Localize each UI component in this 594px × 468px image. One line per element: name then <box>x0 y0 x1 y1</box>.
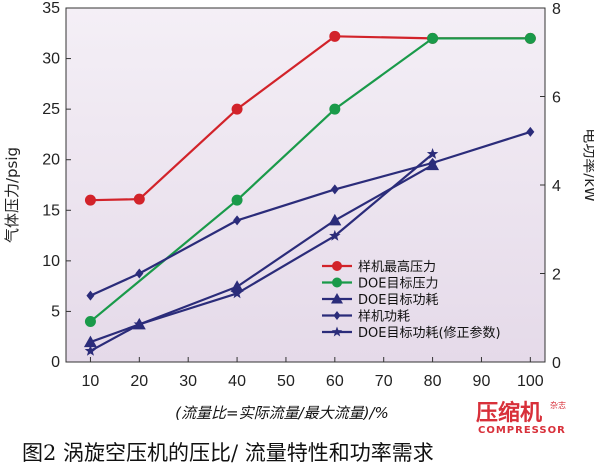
data-point <box>84 316 96 328</box>
legend-item: 样机功耗 <box>322 310 410 325</box>
data-point <box>428 157 437 168</box>
data-point <box>427 32 439 44</box>
data-point <box>230 280 244 292</box>
x-tick-label: 20 <box>130 373 148 390</box>
data-point <box>231 287 243 299</box>
data-point <box>330 184 339 195</box>
data-point <box>524 32 536 44</box>
legend-item: DOE目标功耗(修正参数) <box>322 325 501 341</box>
logo-side-text: 杂志 <box>550 400 566 410</box>
data-point <box>426 148 439 159</box>
data-point <box>86 290 95 301</box>
x-tick-label: 30 <box>179 373 197 390</box>
y-left-tick-label: 20 <box>42 152 60 169</box>
y-left-tick-label: 0 <box>51 354 60 371</box>
y-right-tick-label: 6 <box>552 90 561 107</box>
legend-label: DOE目标功耗 <box>358 293 438 308</box>
legend-item: DOE目标功耗 <box>322 293 438 308</box>
y-axis-right-title: 电功率/kW <box>581 128 594 202</box>
series-4 <box>86 126 535 301</box>
y-left-tick-label: 35 <box>42 0 60 17</box>
legend-label: DOE目标功耗(修正参数) <box>358 325 501 341</box>
y-left-tick-label: 5 <box>51 303 60 320</box>
legend-label: 样机功耗 <box>358 310 410 325</box>
x-axis-title: (流量比=实际流量/最大流量)/% <box>175 404 389 422</box>
y-left-tick-label: 15 <box>42 202 60 219</box>
legend-label: 样机最高压力 <box>358 259 436 275</box>
data-point <box>231 103 243 115</box>
x-tick-label: 40 <box>228 373 246 390</box>
data-point <box>84 344 97 356</box>
series-5 <box>84 148 439 356</box>
y-right-tick-label: 0 <box>552 355 561 372</box>
logo-english-text: COMPRESSOR <box>478 425 566 436</box>
data-point <box>331 293 343 304</box>
x-tick-label: 90 <box>473 373 491 390</box>
y-left-tick-label: 25 <box>42 101 60 118</box>
watermark-logo: 压缩机 杂志 COMPRESSOR <box>476 400 566 436</box>
series-group <box>83 30 536 356</box>
data-point <box>329 30 341 42</box>
x-tick-label: 60 <box>326 373 344 390</box>
data-point <box>233 215 242 226</box>
x-tick-label: 10 <box>82 373 100 390</box>
data-point <box>328 213 342 226</box>
logo-main-text: 压缩机 <box>476 400 542 426</box>
legend-item: 样机最高压力 <box>322 259 436 275</box>
data-point <box>231 194 243 206</box>
data-point <box>329 229 341 241</box>
axes: 0 5 10 15 20 25 30 35 0 2 4 6 8 10 20 30 40 50 60 70 80 90 100 <box>42 0 561 390</box>
y-left-tick-label: 30 <box>42 51 60 68</box>
y-left-tick-label: 10 <box>42 253 60 270</box>
x-tick-label: 100 <box>517 373 544 390</box>
data-point <box>332 277 342 288</box>
data-point <box>133 318 146 330</box>
figure-caption: 图2 涡旋空压机的压比/ 流量特性和功率需求 <box>22 441 434 465</box>
y-right-tick-label: 8 <box>552 1 561 18</box>
data-point <box>332 261 342 271</box>
data-point <box>331 326 343 337</box>
y-right-tick-label: 4 <box>552 178 561 195</box>
series-line <box>89 130 531 297</box>
data-point <box>135 268 144 279</box>
y-axis-left-title: 气体压力/psig <box>3 147 21 243</box>
legend-label: DOE目标压力 <box>358 277 438 292</box>
x-tick-label: 70 <box>375 373 393 390</box>
x-tick-label: 80 <box>424 373 442 390</box>
data-point <box>133 193 145 205</box>
y-right-tick-label: 2 <box>552 267 561 284</box>
legend-item: DOE目标压力 <box>322 277 438 292</box>
data-point <box>84 194 96 206</box>
series-2 <box>84 32 536 328</box>
data-point <box>526 126 535 137</box>
plot-area <box>66 8 545 362</box>
data-point <box>333 311 341 320</box>
data-point <box>83 335 97 348</box>
x-tick-label: 50 <box>277 373 295 390</box>
data-point <box>329 103 341 115</box>
